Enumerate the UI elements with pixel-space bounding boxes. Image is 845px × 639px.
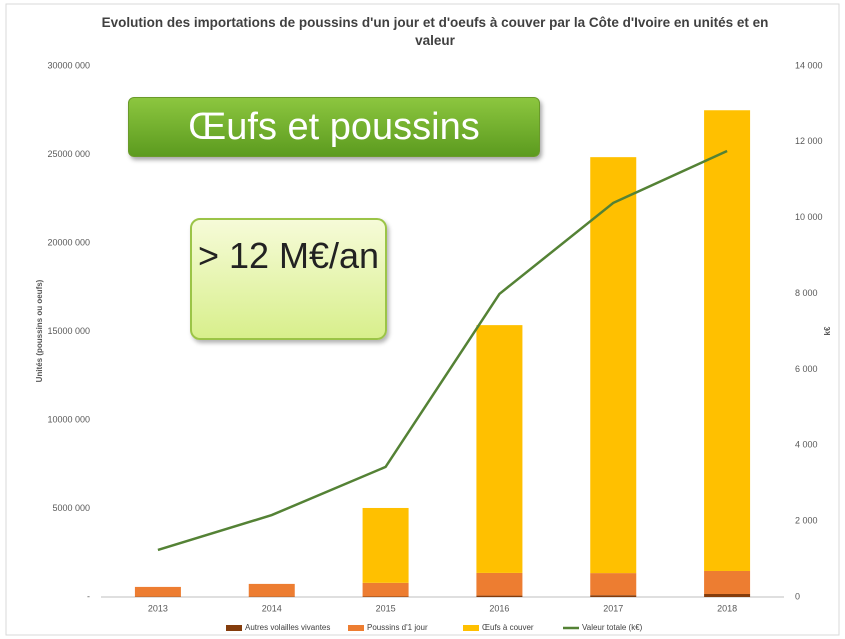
y-axis-label: Unités (poussins ou oeufs) [35,279,44,382]
y2-tick-label: 12 000 [795,136,823,146]
bar-segment [704,110,751,571]
y-tick-label: 5000 000 [52,503,90,513]
bar-segment [134,586,181,597]
x-tick-label: 2014 [262,603,282,613]
legend-label: Œufs à couver [482,623,534,632]
bar-segment [590,573,637,596]
legend-swatch [348,625,364,631]
bar-segment [704,593,751,597]
bar-segment [476,595,523,597]
bar-segment [704,570,751,594]
chart-title: Evolution des importations de poussins d… [101,15,769,48]
y-tick-label: 30000 000 [47,60,90,70]
x-tick-label: 2013 [148,603,168,613]
x-tick-label: 2016 [489,603,509,613]
y2-tick-label: 10 000 [795,212,823,222]
y2-tick-label: 4 000 [795,440,818,450]
y2-tick-label: 14 000 [795,60,823,70]
annotation: > 12 M€/an [190,218,387,340]
y2-axis-label: k€ [823,326,832,335]
bar-segment [362,596,409,597]
legend-label: Autres volailles vivantes [245,623,330,632]
x-tick-label: 2017 [603,603,623,613]
bar-segment [362,582,409,597]
line-series [157,149,728,552]
y-tick-label: 20000 000 [47,237,90,247]
bar-segment [590,595,637,597]
x-tick-label: 2018 [717,603,737,613]
legend-swatch [463,625,479,631]
bar-segment [476,572,523,596]
y-tick-label: 10000 000 [47,414,90,424]
y-tick-label: 15000 000 [47,326,90,336]
y2-tick-label: 6 000 [795,364,818,374]
bar-segment [476,325,523,573]
bar-segment [248,583,295,597]
legend-swatch [226,625,242,631]
y2-tick-label: 0 [795,591,800,601]
y2-tick-label: 2 000 [795,516,818,526]
legend-label: Poussins d'1 jour [367,623,428,632]
chart-border [5,3,840,636]
legend-label: Valeur totale (k€) [582,623,643,632]
y2-tick-label: 8 000 [795,288,818,298]
bar-segment [362,507,409,583]
annotation: Œufs et poussins [128,97,540,157]
bar-segment [590,157,637,574]
x-tick-label: 2015 [376,603,396,613]
y-tick-label: - [87,591,90,601]
y-tick-label: 25000 000 [47,149,90,159]
